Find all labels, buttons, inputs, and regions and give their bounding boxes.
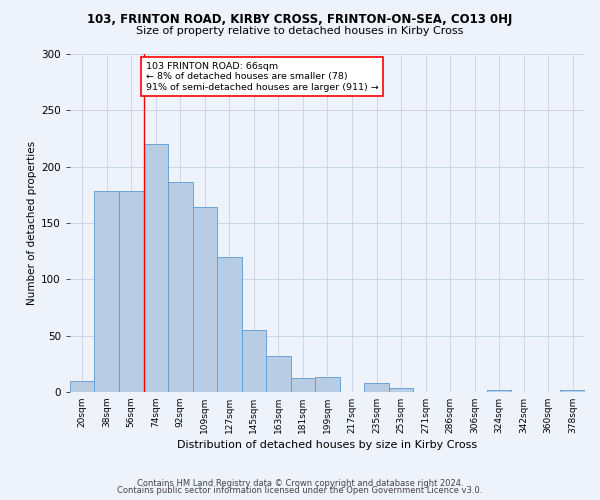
Bar bbox=[560, 390, 585, 392]
Bar bbox=[94, 192, 119, 392]
Bar bbox=[487, 390, 511, 392]
Bar bbox=[364, 383, 389, 392]
Text: 103 FRINTON ROAD: 66sqm
← 8% of detached houses are smaller (78)
91% of semi-det: 103 FRINTON ROAD: 66sqm ← 8% of detached… bbox=[146, 62, 379, 92]
Text: Contains HM Land Registry data © Crown copyright and database right 2024.: Contains HM Land Registry data © Crown c… bbox=[137, 478, 463, 488]
Bar bbox=[315, 377, 340, 392]
Y-axis label: Number of detached properties: Number of detached properties bbox=[27, 141, 37, 305]
Bar bbox=[217, 256, 242, 392]
Bar bbox=[242, 330, 266, 392]
Bar bbox=[119, 192, 143, 392]
Text: 103, FRINTON ROAD, KIRBY CROSS, FRINTON-ON-SEA, CO13 0HJ: 103, FRINTON ROAD, KIRBY CROSS, FRINTON-… bbox=[88, 12, 512, 26]
Text: Contains public sector information licensed under the Open Government Licence v3: Contains public sector information licen… bbox=[118, 486, 482, 495]
Bar bbox=[168, 182, 193, 392]
Bar bbox=[389, 388, 413, 392]
Bar bbox=[290, 378, 315, 392]
Bar bbox=[70, 380, 94, 392]
Text: Size of property relative to detached houses in Kirby Cross: Size of property relative to detached ho… bbox=[136, 26, 464, 36]
Bar bbox=[193, 207, 217, 392]
X-axis label: Distribution of detached houses by size in Kirby Cross: Distribution of detached houses by size … bbox=[178, 440, 478, 450]
Bar bbox=[143, 144, 168, 392]
Bar bbox=[266, 356, 290, 392]
